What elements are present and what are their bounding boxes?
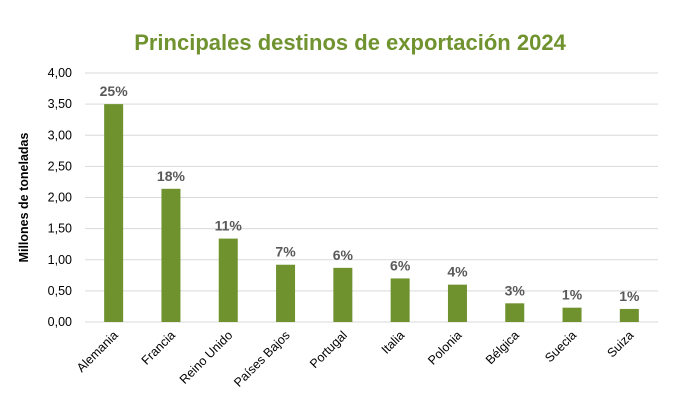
data-label: 11% xyxy=(215,218,243,234)
bar-portugal xyxy=(333,267,353,322)
x-tick-label: Suiza xyxy=(604,328,636,360)
data-label: 6% xyxy=(390,257,411,273)
bar-polonia xyxy=(447,284,467,322)
y-tick-label: 3,00 xyxy=(48,128,72,142)
bar-suiza xyxy=(619,308,639,322)
x-tick-label: Portugal xyxy=(307,328,350,371)
bar-suecia xyxy=(562,307,582,322)
data-label: 1% xyxy=(562,287,583,303)
bar-países-bajos xyxy=(276,264,296,322)
y-tick-label: 3,50 xyxy=(48,97,72,111)
y-tick-label: 2,50 xyxy=(48,159,72,173)
bar-reino-unido xyxy=(218,238,238,322)
data-label: 1% xyxy=(619,288,640,304)
bar-alemania xyxy=(104,104,124,322)
gridlines xyxy=(85,72,658,323)
data-labels: 25% 18% 11% 7% 6% 6% 4% 3% 1% 1% xyxy=(100,83,640,304)
x-tick-label: Francia xyxy=(139,328,178,367)
data-label: 25% xyxy=(100,83,129,99)
data-label: 3% xyxy=(505,282,526,298)
x-tick-label: Reino Unido xyxy=(177,328,236,387)
x-tick-label: Polonia xyxy=(425,328,464,367)
bar-francia xyxy=(161,188,181,322)
x-tick-label: Alemania xyxy=(74,328,121,375)
y-axis-label: Millones de toneladas xyxy=(17,133,31,263)
bars xyxy=(104,104,639,322)
data-label: 7% xyxy=(275,244,296,260)
chart-title: Principales destinos de exportación 2024 xyxy=(134,30,566,55)
bar-italia xyxy=(390,278,410,322)
data-label: 6% xyxy=(333,247,354,263)
y-tick-label: 1,00 xyxy=(48,253,72,267)
y-tick-label: 1,50 xyxy=(48,222,72,236)
x-tick-label: Países Bajos xyxy=(231,328,292,389)
y-axis-ticks: 0,00 0,50 1,00 1,50 2,00 2,50 3,00 3,50 4,00 xyxy=(48,66,72,329)
x-tick-label: Bélgica xyxy=(483,328,522,367)
data-label: 4% xyxy=(447,264,468,280)
x-tick-label: Suecia xyxy=(542,328,579,365)
x-tick-label: Italia xyxy=(379,328,408,357)
y-tick-label: 2,00 xyxy=(48,191,72,205)
data-label: 18% xyxy=(157,168,186,184)
y-tick-label: 4,00 xyxy=(48,66,72,80)
y-tick-label: 0,50 xyxy=(48,284,72,298)
bar-bélgica xyxy=(505,303,525,322)
y-tick-label: 0,00 xyxy=(48,315,72,329)
